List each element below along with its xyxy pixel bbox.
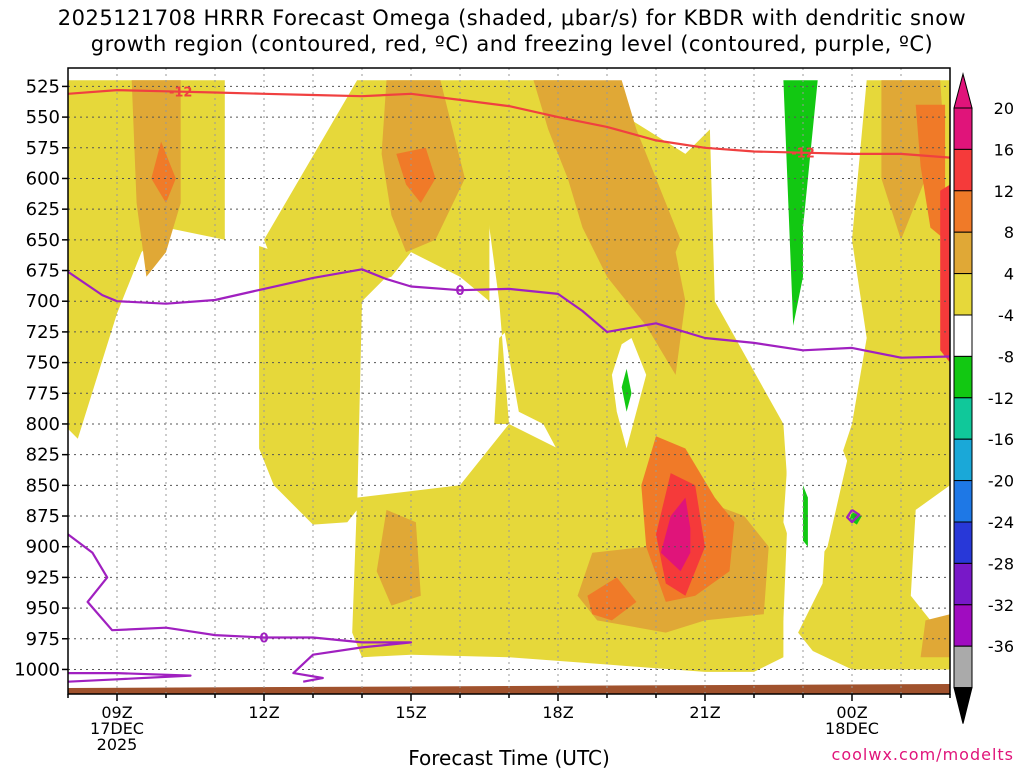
contour-label-dendritic-minus12-0: -12 [169,85,193,100]
omega-region-4-2 [259,246,387,525]
y-tick-label-800: 800 [26,414,60,435]
colorbar-swatch--32 [953,604,973,647]
colorbar-label-20: 20 [994,99,1014,118]
contour-freezing-level-lower [68,533,413,683]
y-tick-label-775: 775 [26,383,60,404]
y-tick-label-700: 700 [26,291,60,312]
omega-region-12-15 [151,141,176,203]
colorbar-label--12: -12 [988,389,1014,408]
colorbar-label-16: 16 [994,140,1014,159]
omega-region-12-18 [587,577,637,621]
x-axis-title: Forecast Time (UTC) [408,746,610,768]
colorbar-swatch-16 [953,148,973,192]
colorbar-swatch--12 [953,397,973,440]
omega-region-12-17 [915,104,946,240]
y-tick-label-875: 875 [26,506,60,527]
y-tick-label-925: 925 [26,567,60,588]
x-tick-label-9-2: 2025 [97,735,138,754]
omega-region-8-9 [533,80,686,375]
omega-shading [68,80,950,672]
colorbar-label-8: 8 [1004,223,1014,242]
y-tick-label-575: 575 [26,138,60,159]
contour-label-freezing-level-upper-0: 0 [455,284,464,299]
terrain-band [68,684,950,694]
y-tick-label-625: 625 [26,199,60,220]
x-tick-label-15-0: 15Z [395,703,426,722]
colorbar-label--16: -16 [988,430,1014,449]
colorbar-swatch--36 [953,645,973,689]
colorbar-swatch-8 [953,231,973,275]
y-tick-label-600: 600 [26,168,60,189]
y-tick-label-675: 675 [26,261,60,282]
colorbar-label--28: -28 [988,554,1014,573]
colorbar-top-arrow [953,72,973,109]
contour-freezing-level-upper [68,268,950,359]
omega-region-4-0 [68,80,225,439]
colorbar-label--32: -32 [988,596,1014,615]
omega-region--8-26 [803,485,808,547]
y-tick-label-850: 850 [26,475,60,496]
x-tick-label-9-1: 17DEC [90,719,144,738]
colorbar-bottom-arrow [953,687,973,724]
omega-region--8-25 [621,368,632,412]
colorbar-label--24: -24 [988,513,1014,532]
y-tick-label-825: 825 [26,445,60,466]
colorbar-label-12: 12 [994,182,1014,201]
contour-freezing-level-surface [68,672,192,683]
colorbar-label--20: -20 [988,472,1014,491]
colorbar-swatch--20 [953,480,973,523]
chart-title-line-2: growth region (contoured, red, ºC) and f… [90,32,934,56]
colorbar-label-4: 4 [1004,265,1014,284]
gridlines [67,68,951,694]
y-tick-label-750: 750 [26,353,60,374]
colorbar-swatch--8 [953,355,973,399]
colorbar-swatch-4 [953,273,973,316]
colorbar-label--8: -8 [998,347,1014,366]
omega-region-16-20 [940,184,950,363]
y-tick-label-525: 525 [26,76,60,97]
colorbar-swatch--4 [953,314,973,357]
contour-freezing-level-pocket [846,508,861,524]
colorbar-swatch--24 [953,521,973,564]
omega-region--8-24 [783,80,818,326]
y-tick-label-550: 550 [26,107,60,128]
omega-colorbar: 20 16 12 8 4 -4 -8 -12 -16 -20 -24 -28 -32 -36 [953,72,1014,724]
y-tick-label-725: 725 [26,322,60,343]
temperature-contours: -12 -12 0 0 [68,85,950,683]
x-tick-label-21-0: 21Z [689,703,720,722]
colorbar-swatch--28 [953,562,973,606]
omega-region-4-6 [798,80,950,670]
chart-title-line-1: 2025121708 HRRR Forecast Omega (shaded, … [57,6,967,30]
contour-label-freezing-level-lower-0: 0 [259,632,268,647]
contour-dendritic-minus12 [68,89,950,159]
omega-region-20-21 [660,497,691,572]
colorbar-swatch--16 [953,438,973,482]
omega-region-8-13 [920,614,950,658]
y-tick-label-975: 975 [26,629,60,650]
colorbar-label--36: -36 [988,637,1014,656]
contour-label-dendritic-minus12-1: -12 [791,147,815,162]
credit-link[interactable]: coolwx.com/modelts [832,745,1014,764]
x-tick-label-12-0: 12Z [248,703,279,722]
colorbar-swatch-20 [953,107,973,150]
omega-region-8-11 [376,509,421,606]
pressure-axis: 525 550 575 600 625 650 675 700 725 750 775 800 825 8… [14,76,68,680]
y-tick-label-950: 950 [26,598,60,619]
x-tick-label-24-1: 18DEC [825,719,879,738]
y-tick-label-900: 900 [26,537,60,558]
x-tick-label-24-0: 00Z [836,703,867,722]
colorbar-swatch-12 [953,190,973,233]
y-tick-label-650: 650 [26,230,60,251]
colorbar-label--4: -4 [998,306,1014,325]
y-tick-label-1000: 1000 [14,659,60,680]
terrain-ground [68,684,950,694]
x-tick-label-9-0: 09Z [101,703,132,722]
x-tick-label-18-0: 18Z [542,703,573,722]
omega-region-12-16 [396,147,436,203]
